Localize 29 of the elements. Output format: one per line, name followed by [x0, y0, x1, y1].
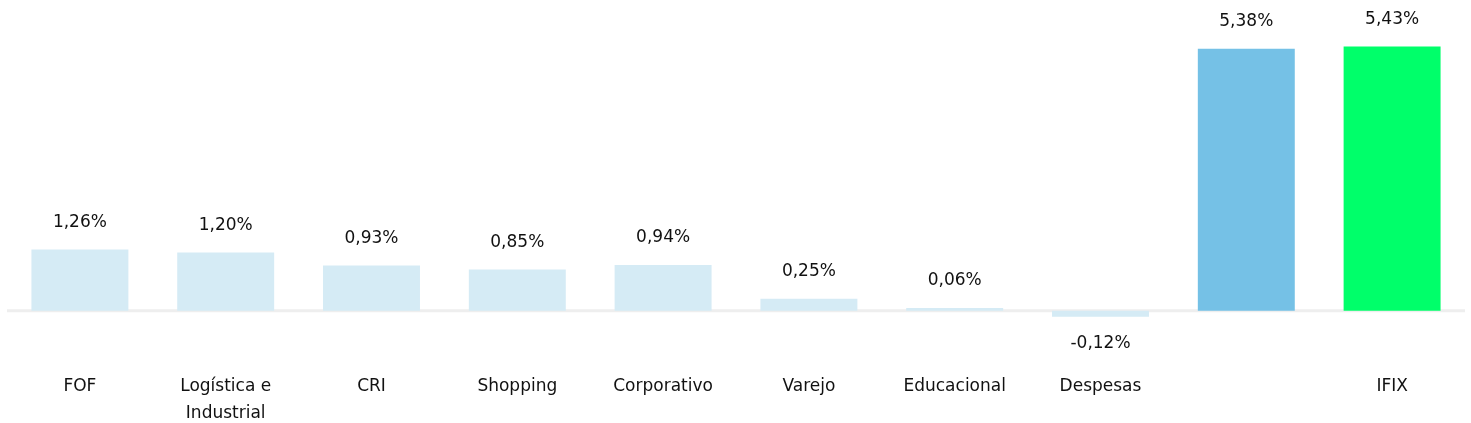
x-tick-label: Educacional	[903, 375, 1006, 396]
data-label: -0,12%	[1070, 332, 1131, 353]
bar	[1052, 310, 1149, 317]
bar	[31, 249, 129, 311]
x-tick-label: Logística e Industrial	[180, 375, 272, 422]
x-tick-label: IFIX	[1376, 375, 1409, 396]
data-label: 0,85%	[490, 230, 545, 251]
data-label: 0,06%	[927, 269, 982, 290]
data-label: 1,26%	[52, 210, 107, 231]
data-label: 1,20%	[198, 213, 253, 234]
x-tick-label: Shopping	[477, 375, 558, 396]
x-tick-label: CRI	[357, 375, 386, 396]
data-label: 5,43%	[1365, 7, 1420, 28]
data-label: 0,93%	[344, 226, 399, 247]
bar	[906, 307, 1004, 311]
bar	[1343, 46, 1441, 311]
bar	[468, 269, 566, 311]
data-label: 0,25%	[781, 260, 836, 281]
x-tick-label: Corporativo	[613, 375, 713, 396]
x-tick-label: Despesas	[1059, 375, 1142, 396]
x-tick-label: FOF	[63, 375, 97, 396]
bar	[323, 265, 420, 311]
bar	[177, 252, 275, 311]
bar	[760, 298, 858, 311]
data-label: 0,94%	[636, 226, 691, 247]
data-label: 5,38%	[1219, 10, 1274, 31]
x-tick-label: Varejo	[782, 375, 836, 396]
bar	[1197, 48, 1295, 311]
bar	[614, 265, 712, 311]
